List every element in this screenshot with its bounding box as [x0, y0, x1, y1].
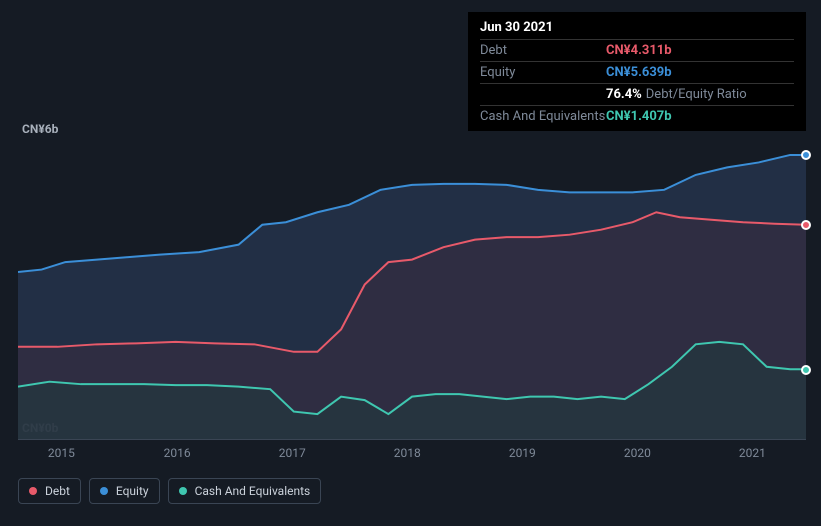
- chart-tooltip: Jun 30 2021 DebtCN¥4.311bEquityCN¥5.639b…: [468, 12, 806, 131]
- tooltip-row: DebtCN¥4.311b: [480, 39, 794, 61]
- tooltip-row: 76.4%Debt/Equity Ratio: [480, 83, 794, 105]
- legend-label: Debt: [45, 484, 70, 498]
- tooltip-row: Cash And EquivalentsCN¥1.407b: [480, 105, 794, 127]
- legend-dot-icon: [29, 487, 37, 495]
- tooltip-row-label: Debt: [480, 43, 606, 58]
- tooltip-row-label: Cash And Equivalents: [480, 109, 606, 124]
- x-axis-tick: 2018: [394, 446, 421, 460]
- debt-end-marker: [801, 220, 811, 230]
- legend-dot-icon: [100, 487, 108, 495]
- legend-label: Equity: [116, 484, 149, 498]
- tooltip-row-value: CN¥5.639b: [606, 65, 672, 80]
- tooltip-row-label: [480, 87, 606, 102]
- cash-end-marker: [801, 365, 811, 375]
- legend-item-debt[interactable]: Debt: [18, 478, 81, 504]
- tooltip-date: Jun 30 2021: [480, 20, 794, 39]
- x-axis-tick: 2019: [509, 446, 536, 460]
- tooltip-row-value: CN¥4.311b: [606, 43, 672, 58]
- legend-label: Cash And Equivalents: [195, 484, 311, 498]
- tooltip-row-label: Equity: [480, 65, 606, 80]
- equity-end-marker: [801, 150, 811, 160]
- x-axis-tick: 2016: [164, 446, 191, 460]
- legend-item-equity[interactable]: Equity: [89, 478, 160, 504]
- legend-dot-icon: [179, 487, 187, 495]
- y-axis-label: CN¥6b: [22, 122, 58, 136]
- x-axis-tick: 2020: [624, 446, 651, 460]
- tooltip-row-value: 76.4%Debt/Equity Ratio: [606, 87, 747, 102]
- x-axis-tick: 2021: [739, 446, 766, 460]
- chart-legend: Debt Equity Cash And Equivalents: [18, 478, 321, 504]
- tooltip-row-value: CN¥1.407b: [606, 109, 672, 124]
- x-axis-tick: 2015: [48, 446, 75, 460]
- x-axis: 2015 2016 2017 2018 2019 2020 2021: [18, 446, 806, 464]
- legend-item-cash-and-equivalents[interactable]: Cash And Equivalents: [168, 478, 322, 504]
- financials-area-chart[interactable]: [18, 140, 806, 440]
- x-axis-tick: 2017: [279, 446, 306, 460]
- tooltip-row: EquityCN¥5.639b: [480, 61, 794, 83]
